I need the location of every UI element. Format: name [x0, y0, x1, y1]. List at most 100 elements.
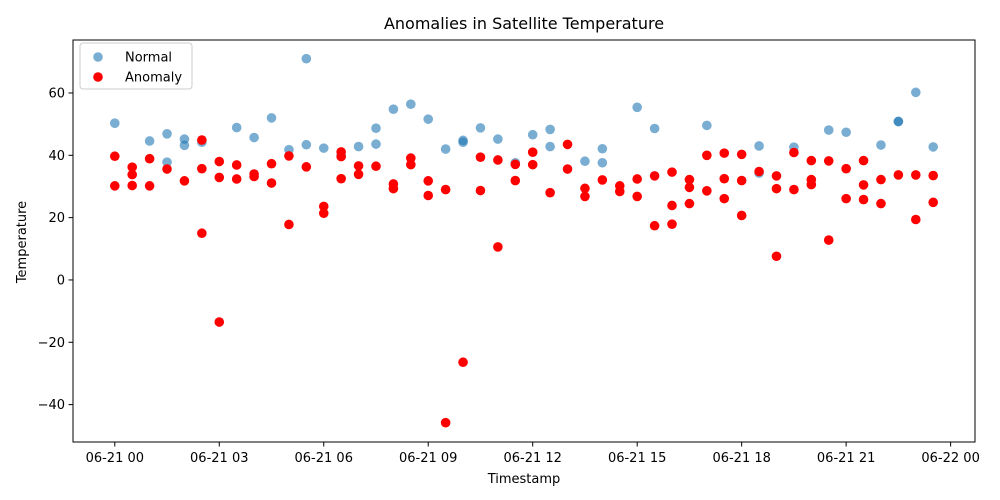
data-point-anomaly [667, 219, 677, 229]
data-point-anomaly [475, 185, 486, 196]
data-point-normal [527, 129, 538, 140]
data-point-anomaly [353, 169, 364, 180]
data-point-anomaly [318, 201, 329, 212]
data-point-anomaly [440, 417, 451, 428]
data-point-normal [580, 156, 590, 167]
legend-label-anomaly: Anomaly [125, 71, 182, 86]
data-point-anomaly [667, 200, 677, 211]
data-point-anomaly [231, 160, 242, 170]
data-point-anomaly [910, 170, 921, 180]
data-point-anomaly [719, 173, 730, 184]
y-axis-title: Temperature [15, 201, 30, 284]
data-point-normal [823, 125, 834, 135]
data-point-anomaly [144, 181, 155, 191]
data-point-anomaly [928, 170, 939, 181]
y-tick-label: 0 [57, 273, 65, 288]
axes: 06-21 00 06-21 03 06-21 06 06-21 09 06-21 12… [38, 86, 980, 466]
data-point-anomaly [353, 161, 364, 171]
data-point-anomaly [127, 162, 138, 172]
data-point-normal [406, 99, 416, 109]
data-point-anomaly [336, 173, 346, 184]
data-point-normal [910, 87, 921, 98]
data-point-normal [162, 157, 172, 167]
data-point-anomaly [910, 214, 921, 225]
data-point-normal [649, 123, 660, 134]
data-point-anomaly [493, 242, 503, 252]
data-point-anomaly [667, 167, 677, 177]
data-point-normal [702, 120, 712, 131]
data-point-normal [458, 135, 468, 146]
x-tick-label: 06-21 21 [817, 451, 875, 466]
data-point-normal [318, 143, 329, 153]
plot-frame [72, 39, 976, 443]
data-point-anomaly [458, 357, 468, 368]
y-tick-label: 20 [48, 211, 65, 226]
data-point-normal [266, 113, 277, 123]
x-tick-label: 06-21 03 [190, 451, 248, 466]
legend-marker-anomaly [93, 72, 103, 82]
data-point-normal [597, 157, 608, 168]
data-point-anomaly [719, 193, 730, 204]
legend-marker-normal [93, 52, 103, 62]
data-point-anomaly [632, 174, 642, 184]
data-point-anomaly [318, 208, 329, 219]
data-point-anomaly [754, 166, 764, 177]
data-point-anomaly [649, 171, 660, 181]
data-point-anomaly [649, 220, 660, 231]
data-point-anomaly [632, 191, 642, 202]
data-point-anomaly [702, 150, 712, 161]
data-point-anomaly [545, 187, 555, 198]
data-point-anomaly [858, 194, 869, 205]
x-axis-title: Timestamp [487, 472, 561, 487]
data-point-normal [423, 114, 434, 124]
data-point-anomaly [197, 135, 207, 145]
data-point-normal [144, 136, 155, 146]
data-point-anomaly [109, 181, 120, 191]
data-point-anomaly [562, 139, 573, 150]
data-point-anomaly [301, 162, 312, 172]
data-point-anomaly [580, 191, 590, 202]
data-point-anomaly [231, 174, 242, 184]
data-point-anomaly [702, 186, 712, 196]
data-point-normal [162, 129, 172, 139]
data-point-anomaly [771, 171, 782, 181]
data-point-normal [109, 118, 120, 129]
data-point-anomaly [841, 193, 851, 204]
x-tick-label: 06-21 15 [608, 451, 666, 466]
data-point-anomaly [214, 317, 225, 327]
data-point-normal [388, 104, 399, 114]
data-point-anomaly [789, 184, 799, 195]
data-point-normal [371, 139, 381, 149]
legend-label-normal: Normal [125, 51, 172, 66]
data-point-anomaly [789, 147, 799, 158]
data-point-anomaly [179, 176, 190, 186]
data-point-anomaly [406, 159, 416, 170]
data-point-anomaly [371, 161, 381, 172]
data-point-normal [179, 140, 190, 151]
data-point-anomaly [510, 175, 521, 186]
data-point-anomaly [388, 183, 399, 194]
data-point-anomaly [597, 175, 608, 185]
data-point-anomaly [249, 171, 259, 182]
data-point-anomaly [736, 210, 747, 221]
data-point-normal [475, 123, 486, 133]
data-point-anomaly [684, 174, 695, 185]
data-point-anomaly [876, 174, 886, 185]
y-tick-label: 60 [48, 86, 65, 101]
data-point-normal [545, 141, 555, 152]
legend-frame [79, 42, 193, 90]
data-point-anomaly [423, 176, 434, 186]
x-tick-label: 06-21 12 [503, 451, 561, 466]
data-point-anomaly [823, 156, 834, 166]
data-point-anomaly [527, 147, 538, 157]
data-point-anomaly [527, 159, 538, 170]
data-point-anomaly [284, 151, 294, 161]
data-point-anomaly [719, 148, 730, 158]
data-point-anomaly [858, 180, 869, 190]
data-point-normal [893, 116, 904, 127]
x-tick-label: 06-21 06 [295, 451, 353, 466]
data-point-anomaly [214, 172, 225, 183]
data-point-anomaly [806, 155, 817, 166]
data-point-anomaly [806, 179, 817, 190]
